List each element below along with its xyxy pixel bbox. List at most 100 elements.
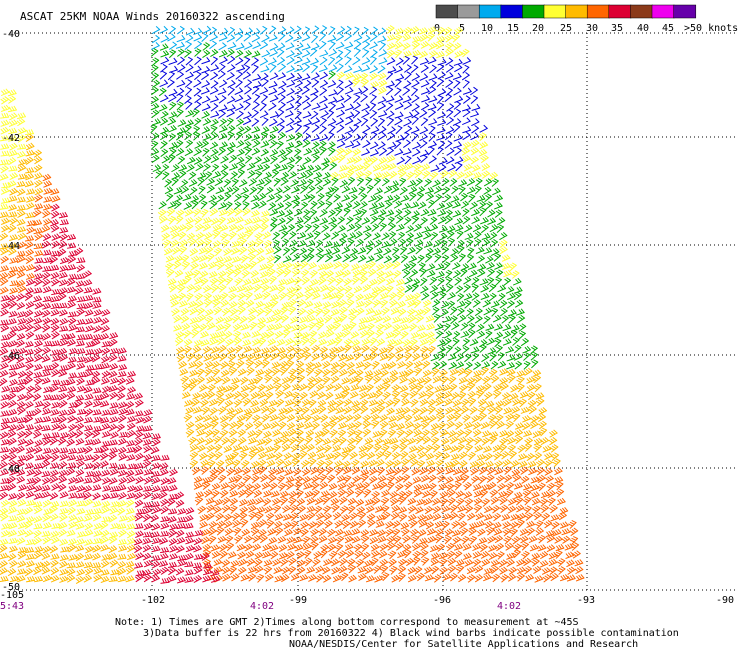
- wind-barb: [387, 338, 396, 347]
- wind-barb: [483, 247, 493, 255]
- wind-barb: [483, 505, 493, 514]
- wind-barb: [266, 459, 276, 468]
- wind-barb: [223, 315, 233, 324]
- wind-barb: [15, 293, 25, 302]
- wind-barb: [304, 285, 314, 294]
- wind-barb: [335, 277, 344, 286]
- wind-barb: [84, 445, 93, 455]
- wind-barb: [514, 435, 524, 445]
- wind-barb: [553, 535, 563, 544]
- wind-barb: [67, 300, 76, 309]
- wind-barb: [194, 292, 204, 302]
- wind-barb: [237, 429, 247, 438]
- wind-barb: [428, 42, 438, 51]
- wind-barb: [312, 164, 322, 173]
- wind-barb: [68, 514, 78, 522]
- wind-barb: [155, 170, 163, 179]
- wind-barb: [260, 140, 270, 148]
- wind-barb: [399, 246, 408, 256]
- wind-barb: [361, 64, 371, 72]
- wind-barb: [134, 399, 144, 408]
- wind-barb: [349, 520, 359, 529]
- wind-barb: [33, 469, 43, 477]
- wind-barb: [261, 49, 271, 58]
- wind-barb: [472, 299, 481, 308]
- wind-barb: [268, 275, 278, 285]
- wind-barb: [142, 569, 152, 577]
- wind-barb: [314, 307, 323, 317]
- wind-barb: [474, 574, 484, 583]
- wind-barb: [189, 247, 199, 257]
- wind-barb: [277, 482, 287, 492]
- wind-barb: [251, 133, 261, 142]
- wind-barb: [293, 536, 303, 544]
- wind-barb: [222, 573, 231, 582]
- wind-barb: [270, 222, 278, 232]
- wind-barb: [51, 195, 61, 203]
- wind-barb: [446, 147, 455, 156]
- wind-barb: [279, 496, 289, 506]
- wind-barb: [8, 537, 18, 544]
- wind-barb: [1, 385, 11, 393]
- wind-barb: [177, 224, 187, 233]
- wind-barb: [365, 240, 375, 248]
- wind-barb: [192, 562, 203, 569]
- wind-barb: [68, 372, 78, 379]
- wind-barb: [476, 528, 486, 537]
- wind-barb: [51, 288, 61, 296]
- wind-barb: [302, 542, 312, 551]
- wind-barb: [142, 439, 152, 446]
- wind-barb: [167, 566, 177, 576]
- wind-barb: [175, 346, 185, 355]
- wind-barb: [328, 482, 338, 491]
- wind-barb: [429, 80, 437, 89]
- wind-barb: [468, 522, 478, 530]
- wind-barb: [364, 559, 373, 568]
- wind-barb: [0, 499, 10, 508]
- wind-barb: [377, 529, 386, 538]
- wind-barb: [75, 280, 85, 288]
- wind-barb: [312, 361, 322, 370]
- wind-barb: [416, 498, 425, 506]
- wind-barb: [328, 490, 338, 500]
- wind-barb: [150, 148, 160, 156]
- wind-barb: [294, 94, 303, 104]
- wind-barb: [175, 567, 185, 576]
- wind-barb: [394, 87, 402, 97]
- wind-barb: [548, 551, 558, 560]
- wind-barb: [343, 65, 353, 73]
- wind-barb: [270, 421, 280, 430]
- wind-barb: [384, 261, 394, 270]
- wind-barb: [408, 445, 418, 453]
- wind-barb: [495, 400, 505, 409]
- wind-barb: [366, 245, 374, 255]
- wind-barb: [9, 257, 19, 264]
- wind-barb: [202, 216, 212, 225]
- wind-barb: [320, 352, 330, 361]
- wind-barb: [510, 459, 520, 468]
- wind-barb: [26, 195, 35, 203]
- wind-barb: [279, 558, 289, 567]
- wind-barb: [151, 41, 160, 50]
- wind-barb: [273, 177, 281, 187]
- wind-barb: [534, 575, 544, 583]
- wind-barb: [492, 444, 502, 453]
- wind-barb: [50, 409, 60, 416]
- wind-barb: [269, 118, 278, 127]
- wind-barb: [394, 41, 404, 50]
- wind-barb: [488, 435, 498, 445]
- wind-barb: [435, 407, 445, 416]
- wind-barb: [380, 505, 390, 514]
- wind-barb: [108, 439, 118, 446]
- wind-barb: [371, 497, 381, 506]
- wind-barb: [237, 299, 247, 308]
- wind-barb: [460, 405, 470, 415]
- wind-barb: [321, 496, 331, 505]
- wind-barb: [50, 394, 60, 401]
- wind-barb: [361, 551, 371, 560]
- wind-barb: [151, 132, 160, 141]
- wind-barb: [117, 446, 127, 455]
- wind-barb: [467, 390, 477, 400]
- wind-barb: [197, 505, 207, 515]
- wind-barb: [425, 384, 434, 393]
